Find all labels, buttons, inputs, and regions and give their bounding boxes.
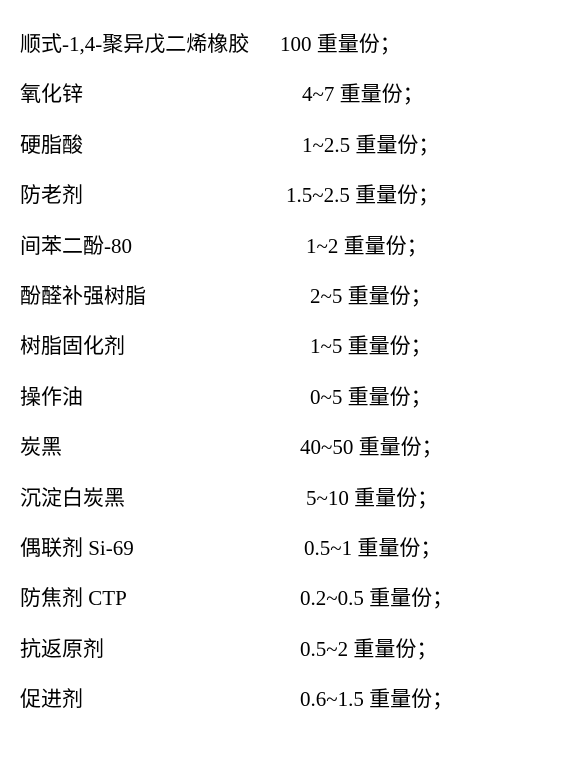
ingredient-value: 0~5 重量份；: [280, 383, 548, 412]
ingredient-value: 0.6~1.5 重量份；: [280, 685, 548, 714]
ingredient-row: 偶联剂 Si-690.5~1 重量份；: [20, 534, 548, 563]
ingredient-row: 操作油0~5 重量份；: [20, 383, 548, 412]
ingredient-list: 顺式-1,4-聚异戊二烯橡胶100 重量份；氧化锌4~7 重量份；硬脂酸1~2.…: [20, 30, 548, 714]
ingredient-name: 酚醛补强树脂: [20, 282, 280, 311]
ingredient-value: 2~5 重量份；: [280, 282, 548, 311]
ingredient-value: 1~2 重量份；: [280, 232, 548, 261]
ingredient-row: 顺式-1,4-聚异戊二烯橡胶100 重量份；: [20, 30, 548, 59]
ingredient-name: 防老剂: [20, 181, 280, 210]
ingredient-name: 抗返原剂: [20, 635, 280, 664]
ingredient-name: 顺式-1,4-聚异戊二烯橡胶: [20, 30, 280, 59]
ingredient-name: 炭黑: [20, 433, 280, 462]
ingredient-row: 沉淀白炭黑5~10 重量份；: [20, 484, 548, 513]
ingredient-name: 氧化锌: [20, 80, 280, 109]
ingredient-name: 防焦剂 CTP: [20, 584, 280, 613]
ingredient-name: 硬脂酸: [20, 131, 280, 160]
ingredient-row: 防焦剂 CTP0.2~0.5 重量份；: [20, 584, 548, 613]
ingredient-row: 酚醛补强树脂2~5 重量份；: [20, 282, 548, 311]
ingredient-value: 0.5~2 重量份；: [280, 635, 548, 664]
ingredient-value: 1~2.5 重量份；: [280, 131, 548, 160]
ingredient-value: 4~7 重量份；: [280, 80, 548, 109]
ingredient-name: 间苯二酚-80: [20, 232, 280, 261]
ingredient-name: 促进剂: [20, 685, 280, 714]
ingredient-value: 5~10 重量份；: [280, 484, 548, 513]
ingredient-row: 树脂固化剂1~5 重量份；: [20, 332, 548, 361]
ingredient-value: 0.2~0.5 重量份；: [280, 584, 548, 613]
ingredient-value: 1.5~2.5 重量份；: [280, 181, 548, 210]
ingredient-row: 防老剂1.5~2.5 重量份；: [20, 181, 548, 210]
ingredient-name: 树脂固化剂: [20, 332, 280, 361]
ingredient-name: 操作油: [20, 383, 280, 412]
ingredient-row: 间苯二酚-801~2 重量份；: [20, 232, 548, 261]
ingredient-row: 促进剂0.6~1.5 重量份；: [20, 685, 548, 714]
ingredient-name: 沉淀白炭黑: [20, 484, 280, 513]
ingredient-value: 0.5~1 重量份；: [280, 534, 548, 563]
ingredient-name: 偶联剂 Si-69: [20, 534, 280, 563]
ingredient-value: 100 重量份；: [280, 30, 548, 59]
ingredient-value: 40~50 重量份；: [280, 433, 548, 462]
ingredient-row: 炭黑40~50 重量份；: [20, 433, 548, 462]
ingredient-row: 氧化锌4~7 重量份；: [20, 80, 548, 109]
ingredient-row: 硬脂酸1~2.5 重量份；: [20, 131, 548, 160]
ingredient-value: 1~5 重量份；: [280, 332, 548, 361]
ingredient-row: 抗返原剂0.5~2 重量份；: [20, 635, 548, 664]
